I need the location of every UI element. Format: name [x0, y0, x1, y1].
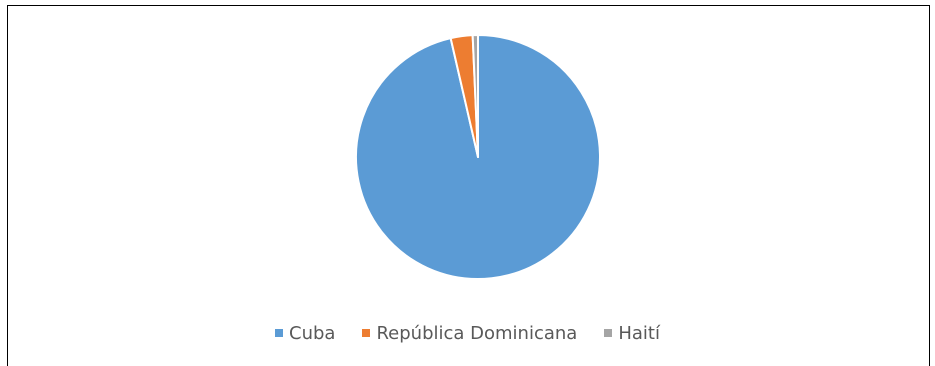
legend-swatch-republica-dominicana: [362, 329, 371, 337]
chart-legend: Cuba República Dominicana Haití: [0, 318, 935, 348]
pie-slices: [355, 34, 601, 280]
legend-swatch-cuba: [275, 329, 284, 337]
pie-slice-haiti: [471, 34, 479, 158]
legend-item-haiti: Haití: [604, 323, 660, 344]
legend-swatch-haiti: [604, 329, 613, 337]
legend-label-republica-dominicana: República Dominicana: [376, 322, 578, 344]
legend-label-cuba: Cuba: [289, 322, 336, 344]
legend-item-republica-dominicana: República Dominicana: [362, 323, 577, 344]
legend-item-cuba: Cuba: [275, 323, 335, 344]
legend-label-haiti: Haití: [618, 322, 660, 344]
